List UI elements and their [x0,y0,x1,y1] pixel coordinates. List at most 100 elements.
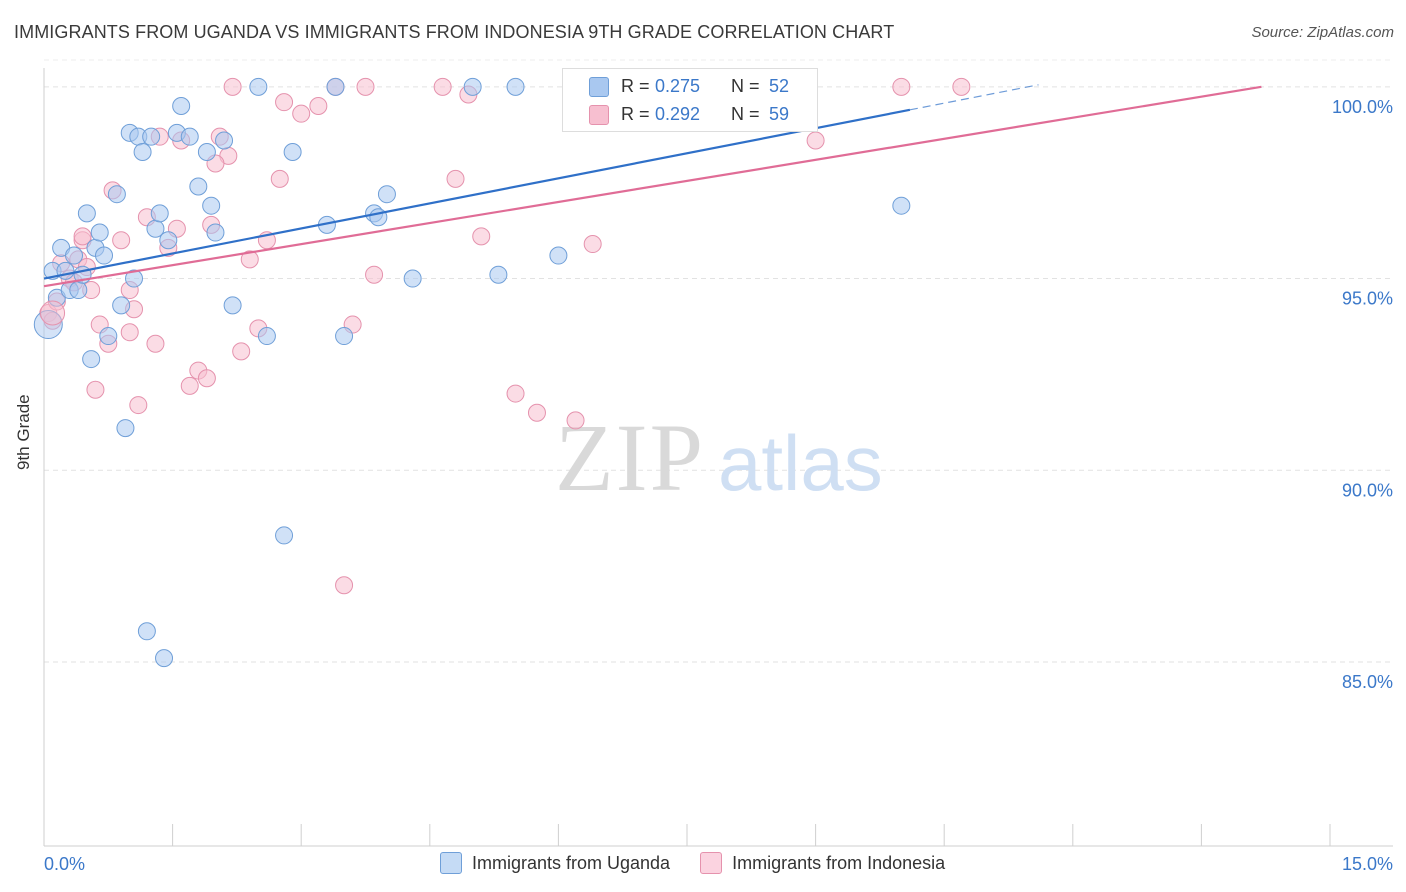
legend-label-uganda: Immigrants from Uganda [472,852,671,873]
x-tick-label-min: 0.0% [44,854,85,874]
uganda-point-44 [506,77,525,96]
stats-row-indonesia: R = 0.292 N = 59 [589,104,789,125]
uganda-point-41 [377,185,396,204]
uganda-point-29 [202,196,221,215]
indonesia-point-14 [112,231,131,250]
x-tick-label-max: 15.0% [1342,854,1393,874]
indonesia-trend-line [43,85,1262,288]
legend-label-indonesia: Immigrants from Indonesia [732,852,946,873]
uganda-point-33 [249,77,268,96]
y-tick-label-1: 95.0% [1342,289,1393,309]
uganda-point-18 [133,143,152,162]
uganda-point-14 [116,419,135,438]
uganda-point-31 [223,296,242,315]
indonesia-point-24 [180,376,199,395]
r-label: R = [621,76,650,96]
y-tick-label-0: 100.0% [1332,97,1393,117]
uganda-point-27 [189,177,208,196]
indonesia-point-56 [120,323,139,342]
indonesia-point-32 [240,250,259,269]
uganda-point-30 [206,223,225,242]
n-value-indonesia: 59 [769,104,790,124]
indonesia-point-35 [270,169,289,188]
y-tick-label-3: 85.0% [1342,672,1393,692]
indonesia-point-55 [952,77,971,96]
uganda-point-26 [180,127,199,146]
uganda-point-37 [326,77,345,96]
legend-item-indonesia[interactable]: Immigrants from Indonesia [700,852,945,874]
uganda-point-11 [95,246,114,265]
indonesia-legend-swatch [700,852,723,874]
indonesia-point-43 [365,265,384,284]
indonesia-point-44 [433,77,452,96]
y-tick-labels: 100.0% 95.0% 90.0% 85.0% [1332,97,1393,692]
uganda-point-22 [155,649,174,668]
uganda-point-48 [275,526,294,545]
uganda-point-21 [150,204,169,223]
series-legend: Immigrants from Uganda Immigrants from I… [440,852,945,874]
uganda-point-23 [159,231,178,250]
legend-item-uganda[interactable]: Immigrants from Uganda [440,852,670,874]
uganda-point-35 [283,143,302,162]
uganda-point-32 [215,131,234,150]
chart-title: IMMIGRANTS FROM UGANDA VS IMMIGRANTS FRO… [14,22,895,42]
uganda-point-10 [90,223,109,242]
gridlines [44,59,1393,663]
uganda-point-45 [489,265,508,284]
trend-lines [43,84,1262,288]
uganda-point-8 [82,350,101,369]
uganda-point-38 [335,327,354,346]
uganda-point-16 [125,269,144,288]
uganda-point-42 [403,269,422,288]
uganda-swatch [589,76,609,97]
indonesia-point-30 [223,77,242,96]
n-label: N = [731,76,760,96]
stats-row-uganda: R = 0.275 N = 52 [589,76,789,97]
uganda-point-7 [77,204,96,223]
indonesia-point-large [40,300,66,326]
data-points [33,77,971,668]
r-label: R = [621,104,650,124]
uganda-point-49 [142,127,161,146]
x-tick-labels: 0.0% 15.0% [44,854,1393,874]
uganda-point-50 [99,327,118,346]
indonesia-swatch [589,104,609,125]
indonesia-point-17 [129,396,148,415]
uganda-point-19 [137,622,156,641]
indonesia-point-57 [73,227,92,246]
indonesia-point-53 [806,131,825,150]
indonesia-point-45 [446,169,465,188]
uganda-trend-extension [909,84,1039,111]
indonesia-point-50 [566,411,585,430]
source-label: Source: ZipAtlas.com [1251,24,1394,41]
indonesia-point-38 [309,97,328,116]
uganda-point-25 [172,97,191,116]
uganda-point-12 [107,185,126,204]
indonesia-point-26 [197,369,216,388]
y-tick-label-2: 90.0% [1342,480,1393,500]
uganda-point-34 [257,327,276,346]
indonesia-point-10 [86,380,105,399]
n-value-uganda: 52 [769,76,790,96]
n-label: N = [731,104,760,124]
watermark: ZIP atlas [555,404,883,511]
r-value-uganda: 0.275 [655,76,701,96]
uganda-legend-swatch [440,852,462,874]
indonesia-point-48 [506,384,525,403]
uganda-point-43 [463,77,482,96]
indonesia-point-47 [472,227,491,246]
uganda-point-46 [549,246,568,265]
stats-legend: R = 0.275 N = 52 R = 0.292 N = 59 [562,68,818,132]
watermark-atlas: atlas [718,419,883,507]
uganda-point-5 [65,246,84,265]
indonesia-point-54 [892,77,911,96]
indonesia-point-37 [292,104,311,123]
uganda-point-13 [112,296,131,315]
indonesia-point-49 [527,403,546,422]
uganda-point-28 [197,143,216,162]
axes [43,68,1393,847]
r-value-indonesia: 0.292 [655,104,701,124]
indonesia-point-40 [335,576,354,595]
indonesia-point-36 [275,93,294,112]
